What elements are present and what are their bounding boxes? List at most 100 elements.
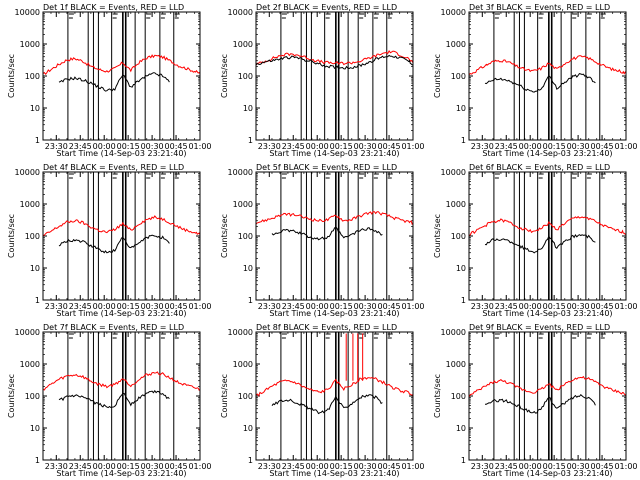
events-series-line	[58, 72, 170, 92]
marker-flag	[494, 173, 500, 179]
plot-area: 1 10 100 1000 10000 23:30 23:45 00:00 00:15 00:30…	[228, 328, 425, 471]
y-tick-label: 100	[451, 392, 466, 401]
x-tick-label: 23:30	[471, 142, 494, 151]
lld-series-line	[468, 375, 627, 398]
lld-series-line	[468, 55, 627, 76]
y-tick-label: 10000	[441, 168, 466, 177]
panel-title: Det 7f BLACK = Events, RED = LLD	[43, 323, 184, 332]
plot-frame	[255, 171, 414, 301]
marker-flag	[112, 13, 118, 19]
x-tick-label: 00:30	[567, 462, 590, 471]
y-axis-label: Counts/sec	[433, 374, 442, 418]
marker-flag	[112, 173, 118, 179]
lld-series-line	[255, 49, 414, 66]
events-series-line	[484, 233, 596, 254]
x-tick-label: 00:30	[141, 302, 164, 311]
y-tick-label: 100	[451, 72, 466, 81]
x-axis-label: Start Time (14-Sep-03 23:21:40)	[56, 309, 186, 318]
marker-flag	[281, 13, 287, 19]
events-series-line	[485, 393, 596, 414]
x-tick-label: 00:15	[117, 462, 140, 471]
x-tick-label: 01:00	[401, 302, 424, 311]
plot-frame	[42, 11, 201, 141]
x-tick-label: 00:00	[519, 142, 542, 151]
marker-flag	[494, 333, 500, 339]
plot-area: 1 10 100 1000 10000 23:30 23:45 00:00 00:15 00:30…	[228, 168, 425, 311]
x-tick-label: 00:45	[591, 142, 614, 151]
x-tick-label: 23:45	[282, 142, 305, 151]
marker-flag	[68, 173, 74, 179]
marker-flag	[572, 13, 578, 19]
marker-flag	[146, 173, 152, 179]
marker-flag	[68, 13, 74, 19]
y-tick-label: 10	[30, 264, 40, 273]
x-tick-label: 23:45	[69, 302, 92, 311]
panel-title: Det 3f BLACK = Events, RED = LLD	[469, 3, 610, 12]
y-tick-label: 100	[238, 232, 253, 241]
y-tick-label: 1	[461, 136, 466, 145]
marker-flag	[572, 333, 578, 339]
y-tick-label: 1	[248, 296, 253, 305]
marker-flag	[387, 333, 393, 339]
y-axis-label: Counts/sec	[220, 374, 229, 418]
x-tick-label: 23:45	[495, 302, 518, 311]
events-series-line	[271, 226, 383, 241]
x-tick-label: 00:00	[93, 142, 116, 151]
marker-flag	[600, 13, 606, 19]
x-tick-label: 00:15	[543, 142, 566, 151]
lld-series-line	[42, 371, 201, 391]
panel-det-7f: Det 7f BLACK = Events, RED = LLD Counts/…	[7, 323, 212, 478]
lld-series-line	[255, 211, 414, 226]
x-tick-label: 00:45	[165, 462, 188, 471]
x-tick-label: 00:15	[330, 302, 353, 311]
panel-det-5f: Det 5f BLACK = Events, RED = LLD Counts/…	[220, 163, 425, 318]
y-tick-label: 1000	[446, 200, 466, 209]
x-tick-label: 00:30	[567, 302, 590, 311]
x-axis-label: Start Time (14-Sep-03 23:21:40)	[56, 469, 186, 478]
x-tick-label: 23:45	[69, 462, 92, 471]
x-tick-label: 00:45	[165, 142, 188, 151]
y-tick-label: 1000	[20, 360, 40, 369]
y-axis-label: Counts/sec	[7, 374, 16, 418]
x-axis-label: Start Time (14-Sep-03 23:21:40)	[482, 309, 612, 318]
x-tick-label: 23:45	[495, 142, 518, 151]
x-axis-label: Start Time (14-Sep-03 23:21:40)	[269, 309, 399, 318]
x-axis-label: Start Time (14-Sep-03 23:21:40)	[482, 149, 612, 158]
events-series-line	[58, 234, 170, 254]
plot-frame	[468, 11, 627, 141]
plot-frame	[468, 171, 627, 301]
x-tick-label: 23:45	[495, 462, 518, 471]
plot-area: 1 10 100 1000 10000 23:30 23:45 00:00 00:15 00:30…	[441, 328, 638, 471]
events-series-line	[58, 389, 170, 409]
marker-flag	[174, 13, 180, 19]
lld-series-line	[42, 54, 201, 76]
x-tick-label: 01:00	[401, 142, 424, 151]
y-tick-label: 1000	[20, 40, 40, 49]
y-axis-label: Counts/sec	[433, 214, 442, 258]
marker-flag	[359, 173, 365, 179]
panel-det-6f: Det 6f BLACK = Events, RED = LLD Counts/…	[433, 163, 638, 318]
plot-area: 1 10 100 1000 10000 23:30 23:45 00:00 00:15 00:30…	[15, 328, 212, 471]
y-tick-label: 10000	[228, 328, 253, 337]
y-tick-label: 1	[248, 136, 253, 145]
y-tick-label: 100	[238, 392, 253, 401]
x-tick-label: 00:45	[591, 462, 614, 471]
x-tick-label: 00:45	[378, 462, 401, 471]
events-series-line	[255, 54, 414, 70]
marker-flag	[373, 173, 379, 179]
x-tick-label: 01:00	[188, 462, 211, 471]
x-tick-label: 00:30	[354, 302, 377, 311]
marker-flag	[586, 13, 592, 19]
x-tick-label: 01:00	[188, 142, 211, 151]
x-tick-label: 01:00	[188, 302, 211, 311]
marker-flag	[600, 333, 606, 339]
marker-flag	[160, 333, 166, 339]
x-tick-label: 00:00	[306, 142, 329, 151]
x-tick-label: 00:30	[141, 142, 164, 151]
y-tick-label: 10	[30, 104, 40, 113]
panel-title: Det 8f BLACK = Events, RED = LLD	[256, 323, 397, 332]
plot-area: 1 10 100 1000 10000 23:30 23:45 00:00 00:15 00:30…	[15, 168, 212, 311]
x-tick-label: 00:30	[354, 462, 377, 471]
panel-title: Det 6f BLACK = Events, RED = LLD	[469, 163, 610, 172]
marker-flag	[538, 333, 544, 339]
